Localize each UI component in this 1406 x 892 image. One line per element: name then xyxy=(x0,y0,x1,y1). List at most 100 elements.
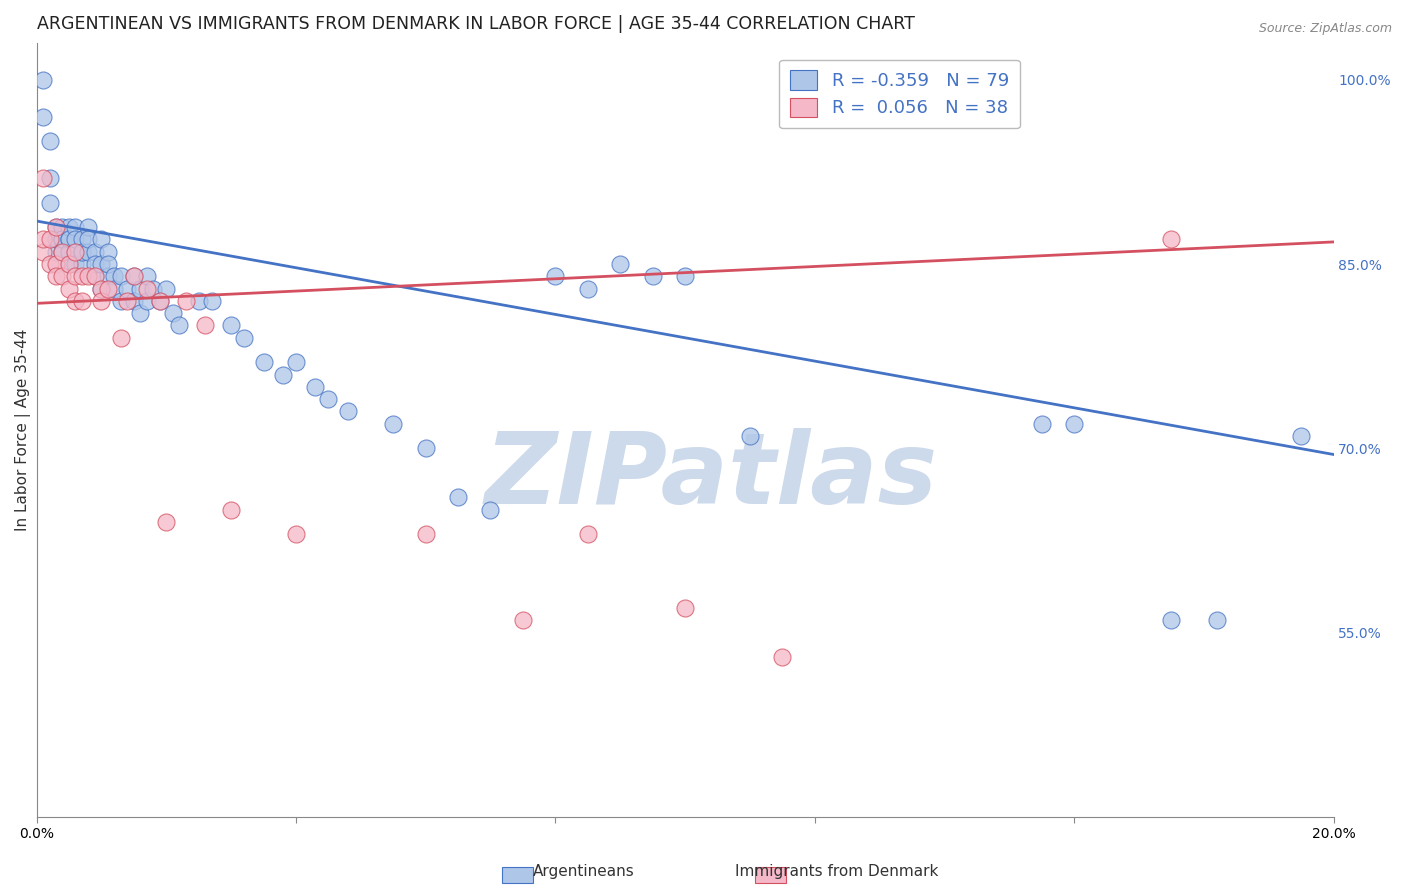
Point xyxy=(201,293,224,308)
Point xyxy=(162,306,184,320)
Point xyxy=(187,293,209,308)
Point xyxy=(32,110,55,124)
Point xyxy=(45,244,67,259)
Point xyxy=(45,220,67,235)
Point xyxy=(51,220,73,235)
Point xyxy=(382,417,405,431)
Point xyxy=(51,244,73,259)
Point xyxy=(770,650,793,665)
Point xyxy=(576,282,599,296)
Point xyxy=(90,282,112,296)
Point xyxy=(58,257,80,271)
Point xyxy=(149,293,172,308)
Point xyxy=(65,244,87,259)
Point xyxy=(1289,429,1312,443)
Point xyxy=(1160,232,1182,246)
Point xyxy=(51,269,73,284)
Point xyxy=(122,269,145,284)
Point xyxy=(77,220,100,235)
Point xyxy=(135,282,157,296)
Point xyxy=(65,257,87,271)
Point xyxy=(38,195,60,210)
Point xyxy=(32,72,55,87)
Point xyxy=(194,318,217,333)
Point xyxy=(415,527,437,541)
Point xyxy=(609,257,631,271)
Point xyxy=(32,171,55,186)
Point xyxy=(51,232,73,246)
Point xyxy=(97,269,120,284)
Point xyxy=(97,257,120,271)
Point xyxy=(45,257,67,271)
Point xyxy=(65,293,87,308)
Point xyxy=(174,293,197,308)
Point xyxy=(1063,417,1085,431)
Point xyxy=(65,269,87,284)
Point xyxy=(70,244,93,259)
Point xyxy=(51,244,73,259)
Point xyxy=(129,306,152,320)
Point xyxy=(142,282,165,296)
Point xyxy=(70,232,93,246)
Point xyxy=(233,331,256,345)
Point xyxy=(65,232,87,246)
Point xyxy=(219,502,242,516)
Point xyxy=(1160,613,1182,627)
Point xyxy=(122,293,145,308)
Point xyxy=(51,232,73,246)
Point xyxy=(673,269,696,284)
Point xyxy=(318,392,340,407)
Point xyxy=(90,282,112,296)
Point xyxy=(38,134,60,148)
Text: Argentineans: Argentineans xyxy=(533,864,634,879)
Text: ZIPatlas: ZIPatlas xyxy=(485,428,938,524)
Point xyxy=(32,232,55,246)
Point xyxy=(155,282,177,296)
Point xyxy=(70,269,93,284)
Legend: R = -0.359   N = 79, R =  0.056   N = 38: R = -0.359 N = 79, R = 0.056 N = 38 xyxy=(779,60,1019,128)
Point xyxy=(117,282,139,296)
Point xyxy=(576,527,599,541)
Point xyxy=(90,257,112,271)
Point xyxy=(58,220,80,235)
Point xyxy=(252,355,274,369)
Point xyxy=(129,282,152,296)
Point xyxy=(84,269,107,284)
Point xyxy=(110,269,132,284)
Point xyxy=(70,293,93,308)
Point xyxy=(45,232,67,246)
Point xyxy=(38,257,60,271)
Point xyxy=(641,269,664,284)
Point xyxy=(58,244,80,259)
Point xyxy=(45,232,67,246)
Point xyxy=(45,220,67,235)
Point xyxy=(58,232,80,246)
Point xyxy=(84,244,107,259)
Point xyxy=(738,429,761,443)
Point xyxy=(284,527,307,541)
Point xyxy=(155,515,177,529)
Point xyxy=(304,380,326,394)
Point xyxy=(103,282,125,296)
Point xyxy=(70,257,93,271)
Point xyxy=(135,293,157,308)
Point xyxy=(544,269,567,284)
Point xyxy=(219,318,242,333)
Point xyxy=(97,282,120,296)
Point xyxy=(284,355,307,369)
Point xyxy=(512,613,534,627)
Point xyxy=(271,368,294,382)
Point xyxy=(110,293,132,308)
Point xyxy=(1205,613,1227,627)
Point xyxy=(479,502,502,516)
Point xyxy=(90,232,112,246)
Point xyxy=(77,244,100,259)
Text: Source: ZipAtlas.com: Source: ZipAtlas.com xyxy=(1258,22,1392,36)
Point xyxy=(149,293,172,308)
Point xyxy=(84,257,107,271)
Point xyxy=(38,171,60,186)
Point xyxy=(122,269,145,284)
Point xyxy=(58,257,80,271)
Point xyxy=(58,282,80,296)
Text: ARGENTINEAN VS IMMIGRANTS FROM DENMARK IN LABOR FORCE | AGE 35-44 CORRELATION CH: ARGENTINEAN VS IMMIGRANTS FROM DENMARK I… xyxy=(37,15,914,33)
